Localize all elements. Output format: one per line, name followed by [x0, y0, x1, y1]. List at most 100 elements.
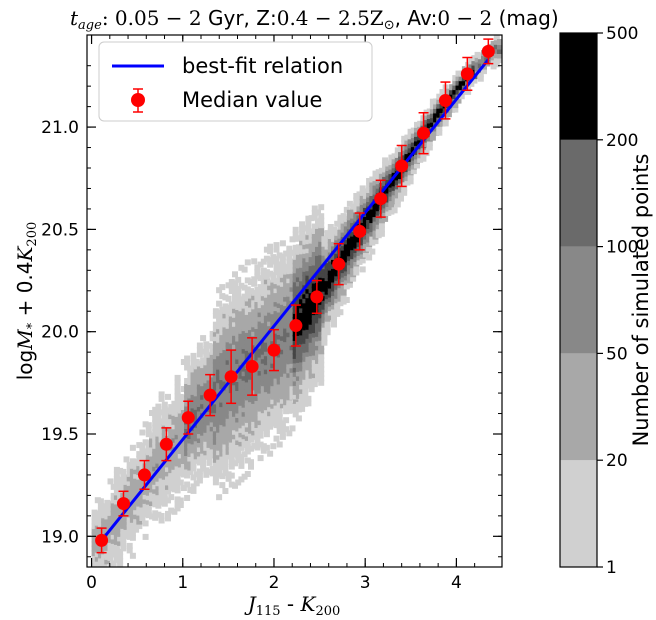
density-cell: [149, 441, 155, 448]
density-cell: [308, 377, 315, 384]
density-cell: [142, 493, 149, 500]
density-cell: [222, 321, 229, 328]
density-cell: [196, 360, 203, 367]
density-cell: [404, 166, 411, 173]
density-cell: [286, 407, 293, 414]
density-cell: [145, 426, 152, 433]
density-cell: [404, 143, 411, 150]
density-cell: [311, 304, 318, 311]
density-cell: [200, 384, 207, 391]
density-cell: [126, 493, 133, 500]
density-cell: [190, 460, 197, 467]
density-cell: [222, 335, 229, 341]
density-cell: [212, 407, 219, 414]
density-cell: [222, 456, 229, 463]
density-cell: [133, 508, 140, 515]
y-axis-label: logM* + 0.4K200: [13, 222, 40, 381]
density-cell: [324, 275, 331, 282]
density-cell: [270, 258, 277, 265]
density-cell: [311, 228, 318, 234]
density-cell: [222, 425, 229, 431]
density-cell: [302, 328, 309, 335]
density-cell: [487, 57, 494, 64]
density-cell: [216, 471, 223, 478]
density-cell: [200, 461, 207, 468]
density-cell: [190, 465, 197, 472]
density-cell: [190, 366, 197, 373]
density-cell: [331, 226, 337, 233]
density-cell: [238, 282, 245, 289]
density-cell: [375, 173, 382, 180]
density-cell: [206, 423, 213, 430]
density-cell: [225, 390, 232, 397]
density-cell: [254, 399, 261, 406]
density-cell: [286, 344, 293, 351]
density-cell: [222, 407, 229, 413]
density-cell: [222, 389, 229, 395]
median-point: [289, 319, 303, 333]
density-cell: [350, 203, 357, 210]
density-cell: [248, 288, 254, 295]
density-cell: [315, 308, 321, 315]
density-cell: [228, 436, 235, 443]
density-cell: [257, 302, 264, 309]
density-cell: [449, 93, 456, 100]
density-cell: [375, 232, 382, 239]
density-cell: [139, 443, 146, 449]
density-cell: [203, 453, 210, 460]
density-cell: [158, 418, 165, 425]
density-cell: [206, 351, 213, 358]
density-cell: [302, 247, 309, 254]
density-cell: [168, 471, 175, 478]
density-cell: [244, 304, 251, 311]
density-cell: [209, 470, 216, 477]
density-cell: [184, 396, 191, 402]
density-cell: [180, 462, 187, 469]
density-cell: [241, 406, 248, 413]
density-cell: [369, 190, 376, 196]
density-cell: [206, 468, 213, 475]
density-cell: [126, 515, 133, 522]
density-cell: [244, 340, 251, 347]
density-cell: [334, 252, 341, 259]
density-cell: [212, 461, 219, 468]
density-cell: [436, 125, 443, 132]
density-cell: [225, 417, 232, 424]
density-cell: [318, 339, 325, 346]
density-cell: [152, 433, 159, 440]
density-cell: [426, 135, 433, 142]
density-cell: [299, 234, 306, 241]
density-cell: [225, 340, 232, 347]
density-cell: [177, 502, 184, 508]
density-cell: [158, 490, 165, 497]
density-cell: [225, 322, 232, 329]
density-cell: [318, 370, 325, 377]
density-cell: [238, 458, 245, 465]
density-cell: [292, 258, 299, 265]
density-cell: [292, 276, 299, 283]
density-cell: [177, 398, 184, 405]
density-cell: [305, 346, 312, 353]
density-cell: [276, 324, 283, 331]
density-cell: [177, 452, 184, 459]
density-cell: [263, 408, 270, 415]
density-cell: [302, 355, 309, 362]
density-cell: [299, 225, 306, 232]
density-cell: [212, 479, 219, 486]
density-cell: [161, 410, 168, 417]
density-cell: [308, 237, 315, 244]
density-cell: [324, 288, 331, 295]
density-cell: [165, 429, 171, 436]
density-cell: [308, 309, 315, 316]
density-cell: [196, 459, 203, 466]
density-cell: [209, 443, 216, 450]
density-cell: [171, 441, 178, 448]
density-cell: [302, 265, 309, 272]
density-cell: [174, 482, 181, 489]
density-cell: [295, 275, 302, 282]
density-cell: [308, 287, 315, 294]
density-cell: [350, 266, 357, 273]
density-cell: [382, 188, 389, 195]
density-cell: [372, 211, 379, 218]
density-cell: [171, 463, 178, 470]
